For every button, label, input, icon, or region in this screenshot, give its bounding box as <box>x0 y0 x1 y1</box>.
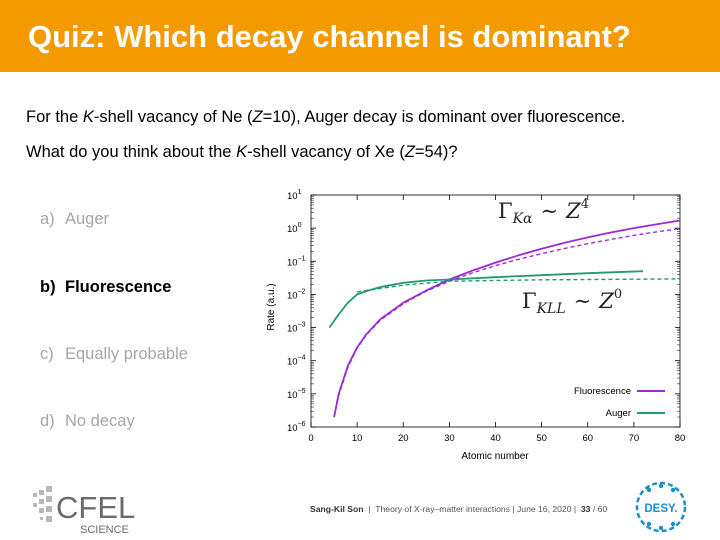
x-tick-label: 70 <box>629 433 640 444</box>
y-tick-label: 10−2 <box>287 288 306 301</box>
x-tick-label: 30 <box>444 433 455 444</box>
desy-logo: DESY. <box>635 481 687 533</box>
option-a[interactable]: a) Auger <box>40 210 110 228</box>
x-axis-label: Atomic number <box>461 451 529 462</box>
x-tick-label: 10 <box>352 433 363 444</box>
x-tick-label: 20 <box>398 433 409 444</box>
y-tick-label: 10−4 <box>287 355 306 368</box>
legend-fluorescence-label: Fluorescence <box>574 386 631 397</box>
y-tick-label: 101 <box>287 189 302 202</box>
x-tick-label: 60 <box>582 433 593 444</box>
annotation-kll: ΓKLL ∼ Z0 <box>522 287 622 317</box>
x-tick-label: 50 <box>536 433 547 444</box>
y-tick-label: 10−3 <box>287 322 306 335</box>
cfel-logo-sub: SCIENCE <box>80 524 129 536</box>
x-tick-label: 40 <box>490 433 501 444</box>
series-line-1 <box>328 270 644 329</box>
legend-auger-label: Auger <box>606 408 631 419</box>
slide-title: Quiz: Which decay channel is dominant? <box>28 19 631 54</box>
title-bar: Quiz: Which decay channel is dominant? <box>0 0 720 72</box>
desy-logo-text: DESY. <box>644 503 677 515</box>
cfel-dots-icon <box>33 486 52 522</box>
cfel-logo: CFEL SCIENCE <box>33 486 135 536</box>
series-line-2 <box>333 227 681 418</box>
option-b[interactable]: b) Fluorescence <box>40 278 172 296</box>
y-tick-label: 10−1 <box>287 255 306 268</box>
y-tick-label: 10−6 <box>287 421 306 434</box>
option-c[interactable]: c) Equally probable <box>40 345 188 363</box>
y-axis-label: Rate (a.u.) <box>266 283 277 330</box>
series-line-3 <box>356 278 681 293</box>
footer: Sang-Kil Son | Theory of X-ray–matter in… <box>310 504 608 514</box>
option-d[interactable]: d) No decay <box>40 412 135 430</box>
y-tick-label: 100 <box>287 222 302 235</box>
annotation-kalpha: ΓKα ∼ Z4 <box>498 197 589 227</box>
x-tick-label: 0 <box>308 433 313 444</box>
x-tick-label: 80 <box>675 433 686 444</box>
cfel-logo-text: CFEL <box>56 490 135 525</box>
desy-network-icon <box>646 483 676 531</box>
y-tick-label: 10−5 <box>287 388 306 401</box>
question-line-1: For the K-shell vacancy of Ne (Z=10), Au… <box>26 108 626 126</box>
question-line-2: What do you think about the K-shell vaca… <box>26 143 458 161</box>
